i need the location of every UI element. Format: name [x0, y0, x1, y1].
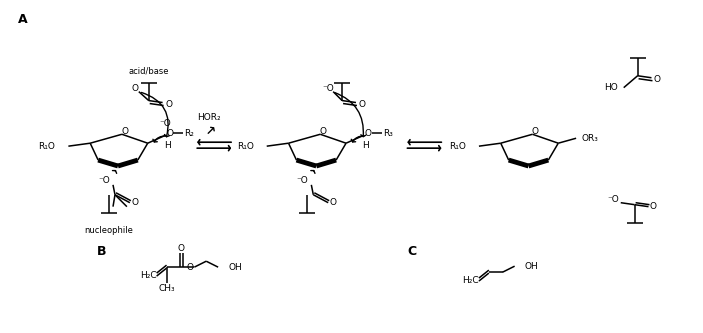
Text: ⁻O: ⁻O — [297, 176, 309, 185]
Text: ⁻O: ⁻O — [607, 195, 619, 204]
Text: acid/base: acid/base — [129, 66, 169, 75]
Text: O: O — [178, 244, 185, 253]
Text: OR₃: OR₃ — [581, 134, 598, 143]
Text: H₂C: H₂C — [463, 275, 479, 284]
Text: A: A — [18, 13, 27, 26]
Text: HOR₂: HOR₂ — [198, 113, 221, 122]
Text: nucleophile: nucleophile — [84, 226, 134, 235]
Text: H: H — [165, 141, 171, 150]
Text: O: O — [654, 75, 661, 84]
Text: ⁻O: ⁻O — [98, 176, 110, 185]
Text: CH₃: CH₃ — [158, 284, 175, 293]
Text: O: O — [320, 127, 327, 136]
Text: O: O — [330, 198, 337, 207]
Text: O: O — [187, 263, 194, 272]
Text: OH: OH — [228, 263, 242, 272]
Text: O: O — [532, 127, 539, 136]
Text: O: O — [166, 129, 173, 138]
Text: O: O — [650, 202, 657, 211]
Text: O: O — [165, 100, 172, 109]
Text: O: O — [364, 129, 371, 138]
Text: O: O — [359, 100, 366, 109]
Text: HO: HO — [604, 83, 618, 92]
Text: H: H — [363, 141, 369, 150]
Text: R₁O: R₁O — [237, 142, 254, 151]
Text: ⁻O: ⁻O — [160, 119, 172, 128]
Text: ⁻O: ⁻O — [322, 84, 334, 93]
Text: R₃: R₃ — [382, 129, 393, 138]
Text: H₂C: H₂C — [140, 271, 157, 280]
Text: C: C — [408, 245, 417, 258]
Text: O: O — [122, 127, 129, 136]
Text: R₁O: R₁O — [449, 142, 466, 151]
Text: R₁O: R₁O — [39, 142, 56, 151]
Text: R₂: R₂ — [184, 129, 194, 138]
Text: O: O — [131, 84, 138, 93]
Text: OH: OH — [524, 262, 538, 271]
Text: O: O — [131, 198, 138, 207]
Text: B: B — [97, 245, 107, 258]
